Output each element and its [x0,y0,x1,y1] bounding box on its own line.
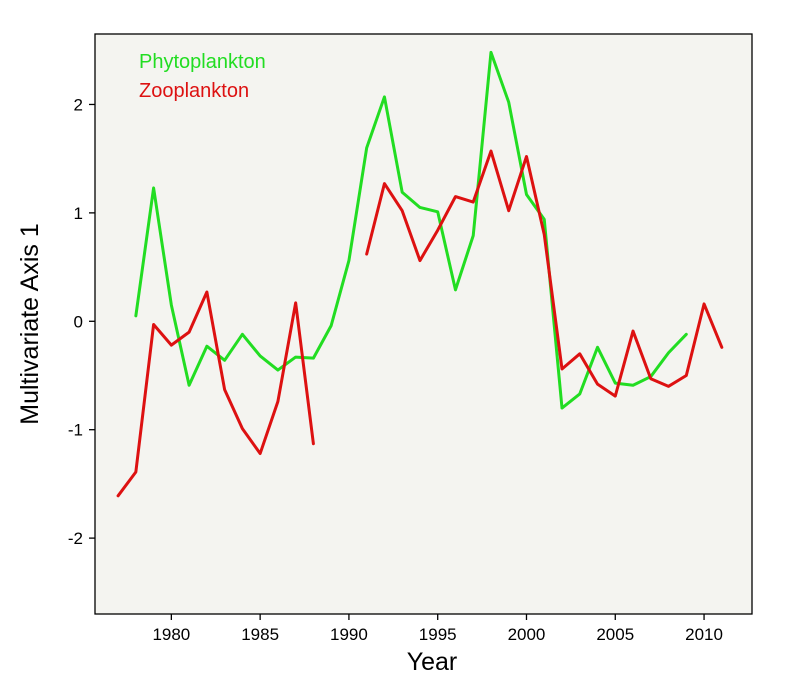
legend-entry-phytoplankton: Phytoplankton [139,51,266,73]
series-line-phytoplankton-segment-1 [134,50,688,410]
x-tick-label: 2000 [508,625,546,644]
y-tick-label: 1 [74,204,83,223]
series-layer [116,50,724,498]
y-tick-label: -2 [68,529,83,548]
x-tick-label: 2005 [596,625,634,644]
y-tick-label: 2 [74,95,83,114]
x-tick-label: 1985 [241,625,279,644]
plot-frame [94,33,753,615]
legend: Phytoplankton Zooplankton [139,51,266,102]
series-line-zooplankton-segment-2 [365,149,724,398]
series-line-zooplankton-segment-1 [116,290,315,498]
plot-background [95,34,752,614]
x-tick-label: 1990 [330,625,368,644]
x-axis-title: Year [407,648,458,676]
x-tick-label: 1995 [419,625,457,644]
x-axis-ticks: 1980 1985 1990 1995 2000 2005 2010 [152,614,723,644]
y-tick-label: 0 [74,312,83,331]
legend-entry-zooplankton: Zooplankton [139,80,249,102]
x-tick-label: 1980 [152,625,190,644]
y-axis-ticks: -2 -1 0 1 2 [68,95,95,548]
y-tick-label: -1 [68,421,83,440]
y-axis-title: Multivariate Axis 1 [16,223,44,424]
x-tick-label: 2010 [685,625,723,644]
